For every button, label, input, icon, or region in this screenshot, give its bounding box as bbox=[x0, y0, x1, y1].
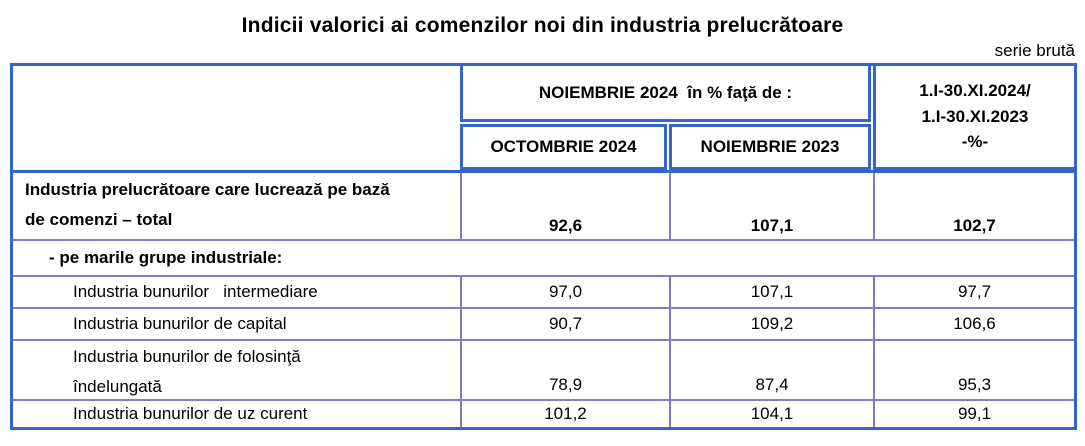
row-total-label: Industria prelucrătoare care lucrează pe… bbox=[25, 180, 390, 229]
row-folosinta-noi: 87,4 bbox=[669, 339, 873, 399]
row-capital-cum: 106,6 bbox=[873, 307, 1074, 339]
row-uzcurent-oct: 101,2 bbox=[460, 399, 669, 427]
header-empty-cell bbox=[13, 66, 460, 170]
row-intermediare-cum: 97,7 bbox=[873, 275, 1074, 307]
header-col-octombrie-2024: OCTOMBRIE 2024 bbox=[460, 124, 667, 170]
row-total-oct: 92,6 bbox=[460, 173, 669, 239]
row-group-heading: - pe marile grupe industriale: bbox=[13, 239, 1074, 275]
page-title: Indicii valorici ai comenzilor noi din i… bbox=[241, 14, 844, 37]
orders-index-table: NOIEMBRIE 2024 în % faţă de : OCTOMBRIE … bbox=[10, 63, 1077, 430]
header-col-cumulative: 1.I-30.XI.2024/ 1.I-30.XI.2023 -%- bbox=[873, 66, 1074, 170]
row-folosinta-cum: 95,3 bbox=[873, 339, 1074, 399]
row-intermediare-oct: 97,0 bbox=[460, 275, 669, 307]
row-folosinta-oct: 78,9 bbox=[460, 339, 669, 399]
series-note: serie brută bbox=[994, 41, 1075, 60]
header-group-cell: NOIEMBRIE 2024 în % faţă de : bbox=[460, 66, 871, 122]
row-intermediare-noi: 107,1 bbox=[669, 275, 873, 307]
row-folosinta-label: Industria bunurilor de folosinţă îndelun… bbox=[13, 339, 460, 399]
row-total-noi: 107,1 bbox=[669, 173, 873, 239]
row-total-cum: 102,7 bbox=[873, 173, 1074, 239]
row-capital-noi: 109,2 bbox=[669, 307, 873, 339]
row-uzcurent-label: Industria bunurilor de uz curent bbox=[13, 399, 460, 427]
header-col-noiembrie-2023: NOIEMBRIE 2023 bbox=[669, 124, 871, 170]
table-body: Industria prelucrătoare care lucrează pe… bbox=[13, 173, 1074, 427]
row-capital-label: Industria bunurilor de capital bbox=[13, 307, 460, 339]
table-header: NOIEMBRIE 2024 în % faţă de : OCTOMBRIE … bbox=[13, 66, 1074, 173]
row-uzcurent-noi: 104,1 bbox=[669, 399, 873, 427]
row-intermediare-label: Industria bunurilor intermediare bbox=[13, 275, 460, 307]
row-uzcurent-cum: 99,1 bbox=[873, 399, 1074, 427]
row-capital-oct: 90,7 bbox=[460, 307, 669, 339]
